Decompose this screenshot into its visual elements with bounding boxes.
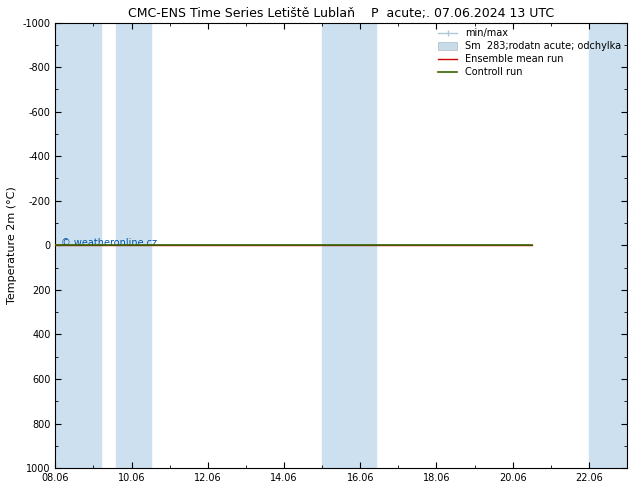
Bar xyxy=(322,23,375,468)
Bar xyxy=(117,23,151,468)
Bar xyxy=(55,23,101,468)
Y-axis label: Temperature 2m (°C): Temperature 2m (°C) xyxy=(7,187,17,304)
Text: © weatheronline.cz: © weatheronline.cz xyxy=(61,238,157,248)
Title: CMC-ENS Time Series Letiště Lublaň    P  acute;. 07.06.2024 13 UTC: CMC-ENS Time Series Letiště Lublaň P acu… xyxy=(128,7,554,20)
Bar xyxy=(589,23,627,468)
Legend: min/max, Sm  283;rodatn acute; odchylka, Ensemble mean run, Controll run: min/max, Sm 283;rodatn acute; odchylka, … xyxy=(434,24,625,81)
